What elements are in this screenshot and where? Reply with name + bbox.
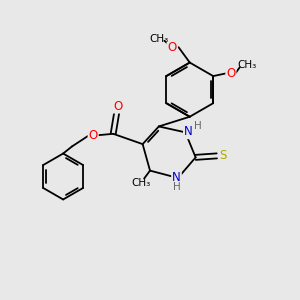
Text: O: O xyxy=(167,41,177,54)
Text: O: O xyxy=(88,129,98,142)
Text: N: N xyxy=(172,172,181,184)
Text: H: H xyxy=(172,182,180,192)
Text: S: S xyxy=(220,149,227,162)
Text: H: H xyxy=(194,121,202,131)
Text: CH₃: CH₃ xyxy=(131,178,150,188)
Text: CH₃: CH₃ xyxy=(149,34,168,44)
Text: N: N xyxy=(184,125,193,138)
Text: CH₃: CH₃ xyxy=(237,60,256,70)
Text: O: O xyxy=(226,67,236,80)
Text: O: O xyxy=(113,100,122,112)
